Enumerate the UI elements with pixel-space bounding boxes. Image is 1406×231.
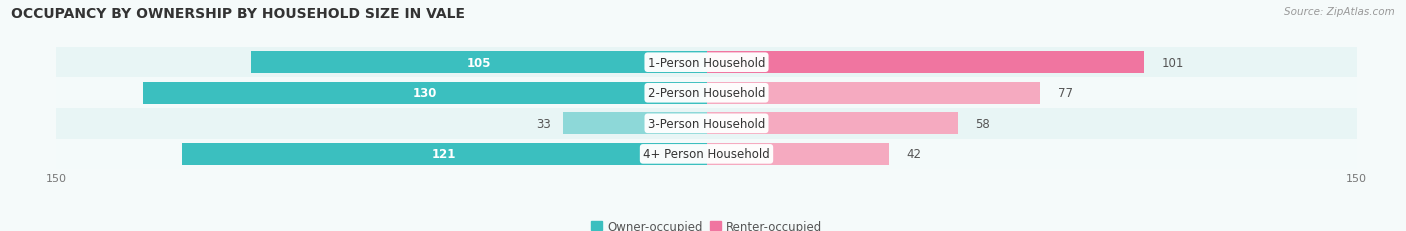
Bar: [143, 82, 707, 104]
Text: 4+ Person Household: 4+ Person Household: [643, 148, 770, 161]
Text: OCCUPANCY BY OWNERSHIP BY HOUSEHOLD SIZE IN VALE: OCCUPANCY BY OWNERSHIP BY HOUSEHOLD SIZE…: [11, 7, 465, 21]
Bar: [56, 109, 1357, 139]
Text: 1-Person Household: 1-Person Household: [648, 56, 765, 69]
Text: 58: 58: [976, 117, 990, 130]
Bar: [707, 143, 889, 165]
Bar: [564, 113, 707, 135]
Bar: [707, 52, 1144, 74]
Bar: [707, 113, 957, 135]
Text: 121: 121: [432, 148, 457, 161]
Text: 77: 77: [1057, 87, 1073, 100]
Bar: [707, 82, 1040, 104]
Legend: Owner-occupied, Renter-occupied: Owner-occupied, Renter-occupied: [586, 215, 827, 231]
Bar: [56, 78, 1357, 109]
Bar: [56, 48, 1357, 78]
Text: 33: 33: [536, 117, 550, 130]
Text: Source: ZipAtlas.com: Source: ZipAtlas.com: [1284, 7, 1395, 17]
Text: 130: 130: [412, 87, 437, 100]
Text: 3-Person Household: 3-Person Household: [648, 117, 765, 130]
Bar: [56, 139, 1357, 169]
Text: 42: 42: [905, 148, 921, 161]
Text: 101: 101: [1161, 56, 1184, 69]
Text: 105: 105: [467, 56, 491, 69]
Text: 2-Person Household: 2-Person Household: [648, 87, 765, 100]
Bar: [181, 143, 707, 165]
Bar: [252, 52, 707, 74]
